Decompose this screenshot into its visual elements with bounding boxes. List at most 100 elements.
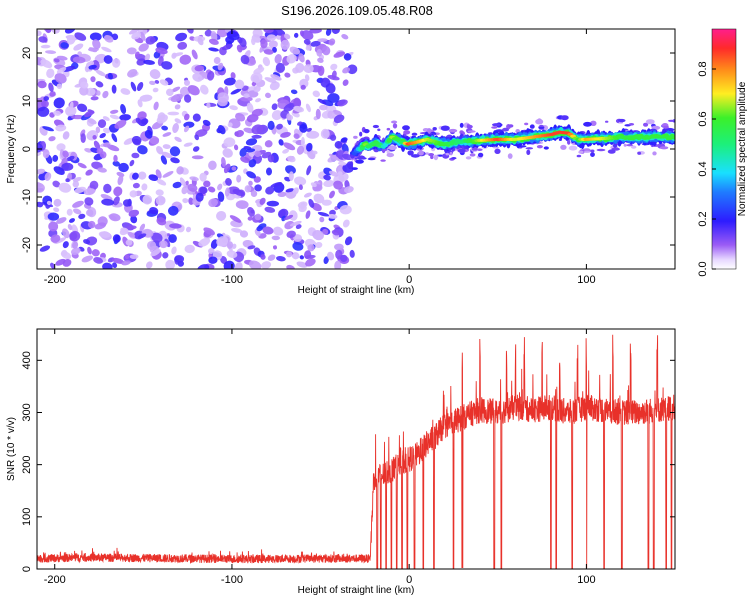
noise-blob [231,243,237,249]
noise-blob [159,240,168,249]
noise-blob [159,79,169,86]
noise-blob [72,241,79,249]
ridge-speckle [353,135,358,139]
x-tick-label: 100 [577,574,595,586]
noise-blob [37,201,44,208]
noise-blob [119,114,131,121]
noise-blob [155,47,168,55]
noise-blob [162,171,174,178]
noise-blob [217,92,229,103]
noise-blob [84,148,93,153]
noise-blob [266,34,277,41]
noise-blob [342,79,349,86]
noise-blob [172,122,179,134]
noise-blob [132,182,140,189]
signal-ridge [349,115,675,171]
noise-blob [271,235,280,241]
noise-blob [39,245,51,252]
noise-blob [268,40,278,49]
ridge-speckle [392,123,398,129]
noise-blob [148,174,159,182]
noise-blob [170,157,180,164]
noise-blob [53,198,62,207]
noise-blob [267,120,275,130]
ridge-speckle [583,121,592,127]
y-tick-label: 200 [21,455,33,473]
noise-blob [161,151,173,158]
noise-blob [85,169,93,176]
noise-blob [216,210,227,221]
chart-title: S196.2026.109.05.48.R08 [281,3,433,18]
ridge-speckle [355,159,364,164]
noise-blob [109,114,120,120]
noise-blob [137,99,143,108]
noise-blob [134,51,140,58]
noise-blob [176,166,184,175]
noise-blob [208,160,217,170]
noise-blob [276,123,283,130]
noise-blob [251,124,264,135]
noise-blob [243,127,255,134]
ridge-speckle [403,130,411,135]
colorbar-ticks: 0.0 0.2 0.4 0.6 0.8 [697,61,716,277]
noise-blob [128,29,141,35]
noise-blob [73,43,84,51]
noise-blob [52,154,59,162]
ridge-speckle [515,129,520,134]
noise-blob [103,127,110,134]
noise-blob [42,126,54,132]
ridge-speckle [631,145,637,149]
noise-blob [296,145,305,155]
noise-blob [285,188,295,193]
noise-blob [263,49,274,55]
noise-blob [203,227,215,236]
snr-series [37,334,675,569]
noise-blob [286,54,297,64]
noise-blob [202,119,211,126]
noise-blob [62,65,76,72]
noise-blob [89,180,99,190]
noise-blob [129,190,138,198]
noise-blob [297,121,303,126]
noise-blob [56,67,67,74]
noise-blob [304,250,312,260]
noise-blob [128,209,140,218]
colorbar-tick-label: 0.6 [697,111,709,126]
noise-blob [226,250,238,259]
noise-blob [87,220,96,229]
ridge-speckle [448,128,458,133]
noise-blob [293,97,302,108]
noise-blob [233,144,239,151]
noise-blob [293,234,303,242]
noise-blob [102,116,110,121]
noise-blob [93,257,104,264]
noise-blob [349,249,355,258]
y-tick-label: 100 [21,508,33,526]
noise-blob [265,167,273,176]
noise-blob [291,252,300,260]
noise-blob [156,114,168,124]
x-tick-label: -100 [221,574,243,586]
top-x-axis-label: Height of straight line (km) [298,285,415,296]
ridge-speckle [535,119,544,125]
noise-blob [129,254,139,260]
noise-blob [145,36,156,45]
noise-blob [168,205,179,216]
snr-panel: -200 -100 0 100 0 100 200 300 400 Height of stra… [6,328,676,596]
noise-blob [141,183,148,191]
noise-blob [177,41,188,50]
noise-blob [56,83,63,89]
noise-blob [88,60,95,67]
noise-blob [260,254,266,260]
noise-blob [170,93,183,103]
ridge-speckle [645,119,655,125]
noise-blob [340,137,348,143]
noise-blob [231,166,237,171]
noise-blob [72,177,82,183]
noise-blob [112,234,121,243]
noise-blob [315,108,321,120]
noise-blob [144,129,153,139]
noise-blob [92,135,97,140]
noise-blob [286,251,293,258]
ridge-speckle [466,124,473,129]
